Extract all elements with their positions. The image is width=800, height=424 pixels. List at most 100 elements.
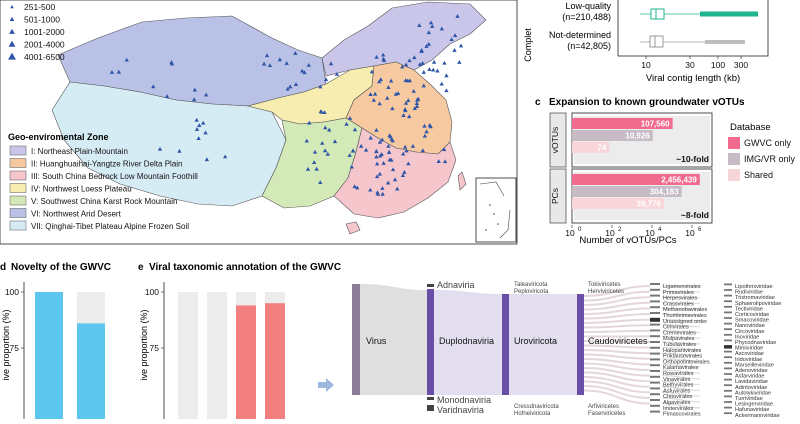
- family-node: [724, 345, 732, 349]
- low-quality-count: (n=210,488): [562, 12, 611, 22]
- zone-swatch: [10, 159, 26, 168]
- order-node: [650, 376, 660, 378]
- family-node: [724, 306, 732, 308]
- elevation-label: 4001-6500: [24, 52, 65, 62]
- e-bar-bg: [178, 292, 198, 419]
- family-node: [724, 362, 732, 364]
- panel-b: Complet Low-quality (n=210,488) Not-dete…: [523, 0, 768, 84]
- order-node: [650, 324, 660, 326]
- b-tick-label: 10: [641, 60, 651, 70]
- panel-c-bar-label: 2,456,439: [661, 176, 697, 185]
- order-node: [650, 353, 660, 355]
- zone-swatch: [10, 209, 26, 218]
- family-node: [724, 368, 732, 370]
- node-monodnaviria-label: Monodnaviria: [437, 395, 491, 405]
- node-caudoviricetes: [577, 294, 584, 395]
- family-node: [724, 396, 732, 398]
- order-node: [650, 335, 660, 337]
- panel-c-bar-label: 39,776: [637, 200, 662, 209]
- c-tick-exponent: 4: [658, 227, 662, 233]
- family-node: [724, 284, 732, 286]
- order-node: [650, 399, 660, 401]
- zone-label: VI: Northwest Arid Desert: [31, 210, 122, 219]
- order-label: Pimascovirales: [663, 412, 701, 418]
- panel-c-fold-label: ~10-fold: [676, 154, 709, 164]
- family-node: [724, 323, 732, 325]
- panel-e-letter: e: [138, 262, 144, 273]
- family-node: [724, 289, 732, 291]
- order-node: [650, 411, 660, 413]
- class-label: Tokiviricetes: [588, 282, 621, 288]
- node-varidnaviria-label: Varidnaviria: [437, 405, 484, 415]
- low-quality-label: Low-quality: [565, 1, 611, 11]
- order-node: [650, 283, 660, 285]
- node-caudoviricetes-label: Caudoviricetes: [588, 336, 648, 346]
- family-node: [724, 351, 732, 353]
- taxonomy-sankey: VirusAdnaviriaDuplodnaviriaMonodnaviriaV…: [352, 280, 781, 419]
- panel-e-title: Viral taxonomic annotation of the GWVC: [149, 262, 341, 273]
- panel-d-title: Novelty of the GWVC: [11, 262, 111, 273]
- node-virus: [352, 284, 360, 395]
- legend-swatch: [728, 169, 740, 181]
- map-panel: 251-500501-10001001-20002001-40004001-65…: [0, 0, 517, 244]
- family-node: [724, 407, 732, 409]
- zone-legend-title: Geo-enviromental Zone: [8, 132, 109, 142]
- south-china-sea-inset: [476, 178, 516, 242]
- panel-c-bar-label: 74: [597, 144, 606, 153]
- node-adnaviria: [427, 284, 434, 287]
- c-tick-exponent: 6: [698, 227, 702, 233]
- panel-c-strip-label: PCs: [550, 188, 560, 204]
- flow-order: [584, 350, 650, 353]
- node-virus-label: Virus: [366, 336, 387, 346]
- zone-label: III: South China Bedrock Low Mountain Fo…: [31, 172, 198, 181]
- zone-label: II: Huanghuaihai-Yangtze River Delta Pla…: [31, 160, 183, 169]
- panel-b-ylabel: Complet: [523, 28, 533, 62]
- d-tick-label: 100: [5, 287, 19, 297]
- b-tick-label: 30: [685, 60, 695, 70]
- d-bar: [35, 292, 63, 419]
- family-node: [724, 384, 732, 386]
- not-determined-boxplot: [640, 36, 745, 47]
- order-node: [650, 387, 660, 389]
- zone-label: V: Southwest China Karst Rock Mountain: [31, 197, 177, 206]
- zone-label: I: Northeast Plain-Mountain: [31, 147, 128, 156]
- family-node: [724, 328, 732, 330]
- phylum-label: Peploviricota: [514, 289, 549, 295]
- order-node: [650, 358, 660, 360]
- not-determined-label: Not-determined: [549, 30, 611, 40]
- panel-c-letter: c: [535, 97, 541, 108]
- legend-title: Database: [730, 122, 771, 133]
- node-duplodnaviria-label: Duplodnaviria: [439, 336, 494, 346]
- panel-c-xlabel: Number of vOTUs/PCs: [579, 235, 676, 246]
- order-node: [650, 295, 660, 297]
- panel-c: c Expansion to known groundwater vOTUs v…: [535, 97, 796, 246]
- zone-swatch: [10, 146, 26, 155]
- class-label: Faserviricetes: [588, 411, 625, 417]
- panel-d-letter: d: [0, 262, 6, 273]
- b-tick-label: 300: [734, 60, 748, 70]
- flow-order: [584, 320, 650, 323]
- phylum-label: Cressdnaviricota: [514, 404, 559, 410]
- panel-c-fold-label: ~8-fold: [681, 210, 709, 220]
- panel-b-frame: [618, 0, 768, 56]
- elevation-label: 251-500: [24, 2, 55, 12]
- family-node: [724, 334, 732, 336]
- legend-swatch: [728, 137, 740, 149]
- zone-swatch: [10, 196, 26, 205]
- order-node: [650, 393, 660, 395]
- node-monodnaviria: [427, 397, 434, 400]
- e-tick-label: 100: [145, 287, 159, 297]
- order-node: [650, 306, 660, 308]
- family-node: [724, 295, 732, 297]
- order-node: [650, 329, 660, 331]
- zone-swatch: [10, 171, 26, 180]
- panel-d: d Novelty of the GWVC ive proportion (%)…: [0, 262, 111, 419]
- node-varidnaviria: [427, 405, 434, 411]
- d-bar: [77, 323, 105, 419]
- zone-label: VII: Qinghai-Tibet Plateau Alpine Frozen…: [31, 222, 189, 231]
- node-uroviricota-label: Uroviricota: [514, 336, 557, 346]
